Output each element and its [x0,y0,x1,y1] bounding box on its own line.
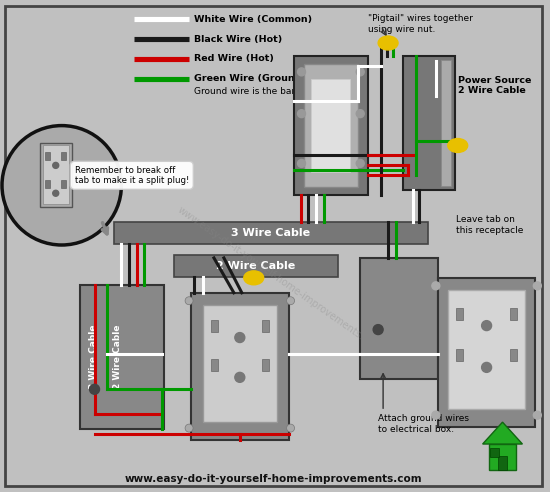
Circle shape [235,372,245,382]
FancyBboxPatch shape [490,448,498,457]
Circle shape [482,321,492,331]
FancyBboxPatch shape [403,56,455,190]
Circle shape [432,411,440,419]
FancyBboxPatch shape [211,360,218,371]
FancyBboxPatch shape [294,56,368,195]
Circle shape [432,282,440,290]
FancyBboxPatch shape [211,320,218,332]
FancyBboxPatch shape [60,153,65,160]
Ellipse shape [378,36,398,50]
Circle shape [534,282,541,290]
Text: 2 Wire Cable: 2 Wire Cable [216,261,295,271]
FancyBboxPatch shape [498,456,508,470]
FancyBboxPatch shape [114,222,428,244]
Circle shape [356,110,364,118]
Circle shape [534,411,541,419]
Text: White Wire (Common): White Wire (Common) [194,15,312,24]
Circle shape [298,110,305,118]
FancyBboxPatch shape [510,349,518,362]
FancyBboxPatch shape [60,181,65,188]
Text: www.easy-do-it-yourself-home-improvements.com: www.easy-do-it-yourself-home-improvement… [175,205,382,354]
FancyBboxPatch shape [43,146,69,204]
FancyBboxPatch shape [45,153,50,160]
FancyBboxPatch shape [45,181,50,188]
Circle shape [287,297,295,305]
Text: Green Wire (Ground Wire): Green Wire (Ground Wire) [194,74,334,83]
Text: Leave tab on
this receptacle: Leave tab on this receptacle [456,215,523,235]
FancyBboxPatch shape [80,285,164,429]
FancyBboxPatch shape [448,290,525,409]
Circle shape [185,424,193,432]
Text: Power Source
2 Wire Cable: Power Source 2 Wire Cable [458,76,531,95]
Polygon shape [482,422,522,444]
Text: Remember to break off
tab to make it a split plug!: Remember to break off tab to make it a s… [75,166,189,185]
FancyBboxPatch shape [5,6,542,486]
FancyBboxPatch shape [360,258,438,379]
Text: Attach ground wires
to electrical box.: Attach ground wires to electrical box. [378,414,469,433]
FancyBboxPatch shape [262,320,268,332]
FancyBboxPatch shape [40,143,72,207]
Circle shape [53,162,59,168]
Circle shape [298,159,305,167]
Text: "Pigtail" wires together
using wire nut.: "Pigtail" wires together using wire nut. [368,14,473,33]
FancyBboxPatch shape [174,255,338,277]
FancyBboxPatch shape [262,360,268,371]
Text: 2 Wire Cable: 2 Wire Cable [113,324,122,389]
Circle shape [90,384,100,394]
FancyBboxPatch shape [488,444,516,470]
FancyBboxPatch shape [438,278,535,427]
Text: www.easy-do-it-yourself-home-improvements.com: www.easy-do-it-yourself-home-improvement… [125,474,422,484]
FancyBboxPatch shape [510,308,518,320]
FancyBboxPatch shape [191,293,289,440]
FancyBboxPatch shape [441,60,451,186]
Circle shape [356,159,364,167]
FancyBboxPatch shape [456,349,463,362]
Text: Red Wire (Hot): Red Wire (Hot) [194,55,274,63]
FancyBboxPatch shape [304,64,358,187]
Text: Black Wire (Hot): Black Wire (Hot) [194,34,282,43]
Circle shape [298,68,305,76]
Text: 3 Wire Cable: 3 Wire Cable [89,324,98,389]
Circle shape [373,325,383,335]
Circle shape [287,424,295,432]
Circle shape [356,68,364,76]
Circle shape [53,190,59,196]
Circle shape [482,363,492,372]
Circle shape [2,125,122,245]
Ellipse shape [244,271,263,285]
Text: Ground wire is the bare wire: Ground wire is the bare wire [194,87,322,96]
FancyBboxPatch shape [456,308,463,320]
FancyBboxPatch shape [203,305,277,422]
Circle shape [185,297,193,305]
Circle shape [235,333,245,342]
FancyBboxPatch shape [311,79,350,172]
Text: 3 Wire Cable: 3 Wire Cable [231,228,310,238]
Ellipse shape [448,139,468,153]
